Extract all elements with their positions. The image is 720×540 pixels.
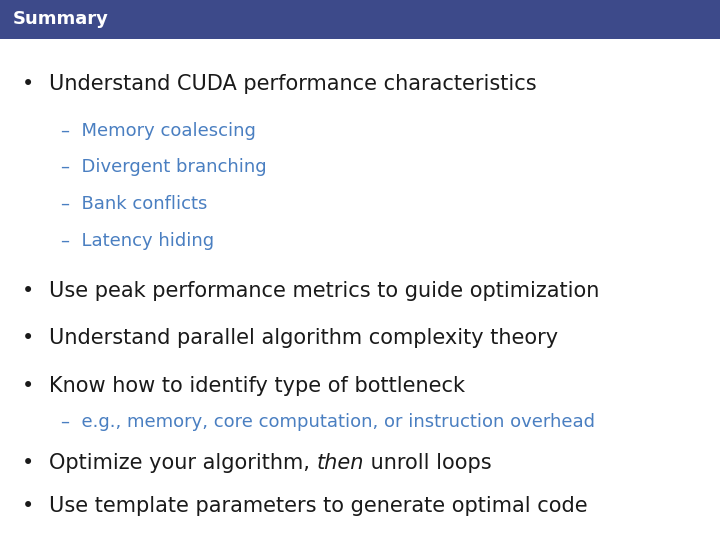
Text: Optimize your algorithm,: Optimize your algorithm, xyxy=(49,453,317,473)
Text: Summary: Summary xyxy=(13,10,109,29)
Text: then: then xyxy=(317,453,364,473)
Text: Use template parameters to generate optimal code: Use template parameters to generate opti… xyxy=(49,496,588,516)
Text: –  Memory coalescing: – Memory coalescing xyxy=(61,122,256,140)
Text: –  Bank conflicts: – Bank conflicts xyxy=(61,195,207,213)
Bar xyxy=(0,0,720,39)
Text: Understand parallel algorithm complexity theory: Understand parallel algorithm complexity… xyxy=(49,328,558,348)
Text: •: • xyxy=(22,375,34,396)
Text: –  Divergent branching: – Divergent branching xyxy=(61,158,267,177)
Text: •: • xyxy=(22,328,34,348)
Text: –  e.g., memory, core computation, or instruction overhead: – e.g., memory, core computation, or ins… xyxy=(61,413,595,431)
Text: •: • xyxy=(22,73,34,94)
Text: Use peak performance metrics to guide optimization: Use peak performance metrics to guide op… xyxy=(49,280,599,301)
Text: Know how to identify type of bottleneck: Know how to identify type of bottleneck xyxy=(49,375,465,396)
Text: •: • xyxy=(22,453,34,473)
Text: –  Latency hiding: – Latency hiding xyxy=(61,232,215,250)
Text: unroll loops: unroll loops xyxy=(364,453,492,473)
Text: Understand CUDA performance characteristics: Understand CUDA performance characterist… xyxy=(49,73,536,94)
Text: •: • xyxy=(22,496,34,516)
Text: •: • xyxy=(22,280,34,301)
